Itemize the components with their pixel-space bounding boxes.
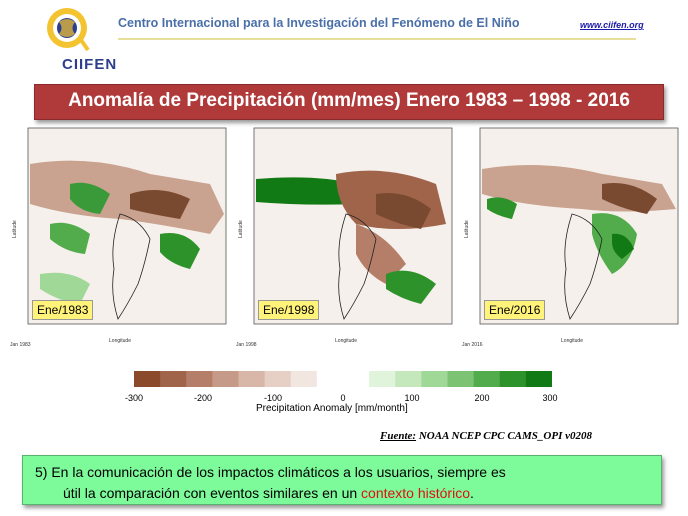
logo-text: CIIFEN (62, 56, 118, 73)
colorbar-swatch (264, 371, 292, 387)
note-line-2-prefix: útil la comparación con eventos similare… (63, 485, 362, 501)
map-caption-2016: Jan 2016 (462, 342, 483, 348)
map-caption-1983: Jan 1983 (10, 342, 31, 348)
colorbar-swatch (316, 371, 344, 387)
source-label: Fuente: (380, 430, 417, 442)
colorbar-tick: -100 (263, 393, 283, 403)
map-1-ylabel: Latitude (12, 220, 18, 238)
colorbar-swatch (134, 371, 161, 387)
map-3-ylabel: Latitude (464, 220, 470, 238)
map-1-xlabel: Longitude (109, 338, 131, 344)
colorbar-swatch (473, 371, 501, 387)
website-link[interactable]: www.ciifen.org (580, 20, 644, 30)
header-divider (118, 38, 636, 40)
colorbar-swatch (160, 371, 187, 387)
ciifen-logo: CIIFEN (26, 4, 116, 76)
colorbar-swatch (525, 371, 552, 387)
conclusion-note: 5) En la comunicación de los impactos cl… (22, 455, 662, 505)
colorbar-swatch (290, 371, 318, 387)
colorbar-swatch (395, 371, 422, 387)
colorbar-swatch (212, 371, 240, 387)
map-panel-1998: Latitude Longitude Ene/1998 Jan 1998 (236, 124, 458, 348)
colorbar-tick: 100 (404, 393, 420, 403)
colorbar-swatch (238, 371, 266, 387)
colorbar-swatch (499, 371, 527, 387)
note-line-1: 5) En la comunicación de los impactos cl… (35, 464, 506, 480)
colorbar-swatch (447, 371, 475, 387)
map-2-ylabel: Latitude (238, 220, 244, 238)
map-label-2016: Ene/2016 (484, 300, 546, 320)
source-text: NOAA NCEP CPC CAMS_OPI v0208 (416, 430, 592, 442)
colorbar-label: Precipitation Anomaly [mm/month] (256, 403, 408, 414)
map-2-xlabel: Longitude (335, 338, 357, 344)
colorbar-swatch (369, 371, 396, 387)
precipitation-colorbar (134, 371, 552, 387)
colorbar-tick: -300 (124, 393, 144, 403)
data-source: Fuente: NOAA NCEP CPC CAMS_OPI v0208 (380, 430, 592, 442)
map-panel-1983: Latitude Longitude Ene/1983 Jan 1983 (10, 124, 232, 348)
colorbar-tick: 200 (474, 393, 490, 403)
colorbar-swatch (186, 371, 213, 387)
map-label-1983: Ene/1983 (32, 300, 94, 320)
institution-title: Centro Internacional para la Investigaci… (118, 16, 520, 30)
slide-title-banner: Anomalía de Precipitación (mm/mes) Enero… (34, 84, 664, 120)
map-3-xlabel: Longitude (561, 338, 583, 344)
colorbar-swatch (343, 371, 370, 387)
colorbar-swatch (421, 371, 449, 387)
colorbar-tick: -200 (193, 393, 213, 403)
note-line-2-suffix: . (470, 485, 474, 501)
map-caption-1998: Jan 1998 (236, 342, 257, 348)
colorbar-ticks: -300 -200 -100 0 100 200 300 (118, 393, 568, 405)
map-panel-2016: Latitude Longitude Ene/2016 Jan 2016 (462, 124, 684, 348)
colorbar-tick: 300 (542, 393, 558, 403)
note-highlight: contexto histórico (361, 485, 470, 501)
map-label-1998: Ene/1998 (258, 300, 320, 320)
slide-title: Anomalía de Precipitación (mm/mes) Enero… (68, 90, 630, 111)
colorbar-tick: 0 (340, 393, 346, 403)
